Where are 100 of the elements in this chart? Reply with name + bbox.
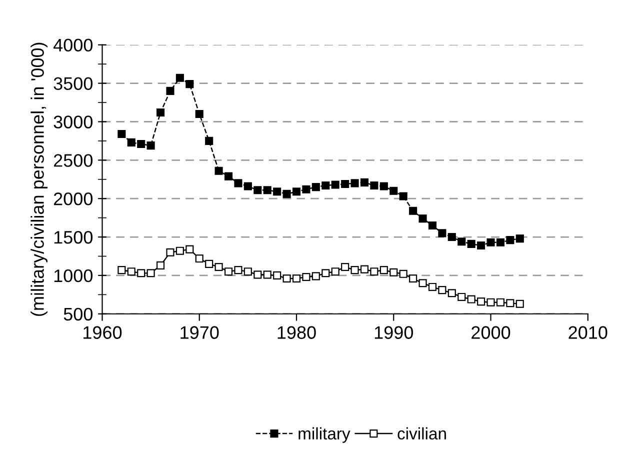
point xyxy=(458,292,466,301)
point xyxy=(516,234,524,243)
point xyxy=(360,178,369,186)
point xyxy=(360,265,369,274)
point xyxy=(448,232,456,242)
point xyxy=(263,186,272,194)
y-tick-label: 4000 xyxy=(53,38,93,52)
point xyxy=(292,188,301,196)
legend-label: civilian xyxy=(398,427,446,440)
point xyxy=(127,268,136,276)
point xyxy=(244,268,252,276)
point xyxy=(409,274,418,283)
point xyxy=(341,262,350,272)
point xyxy=(254,270,262,279)
point xyxy=(506,299,514,308)
point xyxy=(341,180,350,188)
point xyxy=(195,254,204,263)
point xyxy=(234,179,242,188)
point xyxy=(428,221,436,230)
point xyxy=(477,241,486,250)
point xyxy=(380,182,388,190)
point xyxy=(176,246,184,255)
y-tick-label: 2500 xyxy=(54,154,93,167)
point xyxy=(146,269,155,278)
point xyxy=(282,190,291,198)
point xyxy=(186,80,194,88)
x-tick-label: 1960 xyxy=(84,326,122,339)
point xyxy=(331,268,340,276)
point xyxy=(302,272,310,282)
point xyxy=(156,108,165,117)
point xyxy=(428,282,436,292)
point xyxy=(254,186,262,194)
point xyxy=(146,142,155,150)
x-tick-label: 2010 xyxy=(568,326,608,339)
point xyxy=(399,192,408,200)
point xyxy=(467,240,476,248)
point xyxy=(322,269,330,278)
point xyxy=(370,181,378,190)
point xyxy=(458,238,466,246)
point xyxy=(350,266,359,274)
point xyxy=(292,274,301,283)
legend-label: military xyxy=(298,427,350,443)
point xyxy=(438,286,446,294)
y-axis-title: (military/civilian personnel, in '000) xyxy=(30,42,48,316)
point xyxy=(137,140,146,148)
point xyxy=(224,172,233,180)
y-tick-label: 2000 xyxy=(54,192,93,206)
x-tick-label: 1970 xyxy=(180,326,219,339)
point xyxy=(302,185,310,194)
point xyxy=(263,270,272,279)
point xyxy=(506,236,514,244)
y-tick-label: 3000 xyxy=(54,116,93,128)
point xyxy=(409,206,418,215)
point xyxy=(390,268,398,276)
point xyxy=(496,298,504,306)
point xyxy=(195,110,204,118)
point xyxy=(496,238,504,246)
point xyxy=(418,279,427,288)
y-tick-label: 1000 xyxy=(54,269,93,282)
point xyxy=(214,262,223,272)
point xyxy=(205,260,214,268)
point xyxy=(370,268,378,276)
point xyxy=(282,274,291,283)
x-tick-label: 2000 xyxy=(472,326,510,339)
point xyxy=(438,229,446,238)
point xyxy=(205,136,214,145)
point xyxy=(322,181,330,190)
point xyxy=(156,261,165,270)
x-tick-label: 1990 xyxy=(374,326,414,339)
x-tick-label: 1980 xyxy=(278,326,316,339)
point xyxy=(273,188,282,196)
point xyxy=(224,268,233,276)
y-tick-label: 3500 xyxy=(54,77,93,90)
point xyxy=(127,138,136,146)
point xyxy=(244,182,252,190)
point xyxy=(380,266,388,274)
point xyxy=(467,295,476,304)
point xyxy=(418,214,427,223)
point xyxy=(350,179,359,188)
point xyxy=(118,266,126,274)
point xyxy=(486,238,495,246)
y-tick-label: 500 xyxy=(64,308,93,321)
point xyxy=(273,271,282,280)
point xyxy=(234,266,242,274)
point xyxy=(166,248,174,256)
point xyxy=(312,272,320,280)
point xyxy=(137,269,146,278)
y-tick-label: 1500 xyxy=(54,230,93,244)
point xyxy=(390,186,398,195)
point xyxy=(477,298,486,306)
point xyxy=(214,166,223,175)
point xyxy=(118,130,126,138)
point xyxy=(399,270,408,278)
point xyxy=(186,245,194,254)
point xyxy=(448,289,456,298)
point xyxy=(166,86,174,95)
point xyxy=(486,298,495,306)
point xyxy=(176,74,184,82)
point xyxy=(312,183,320,192)
point xyxy=(331,180,340,189)
